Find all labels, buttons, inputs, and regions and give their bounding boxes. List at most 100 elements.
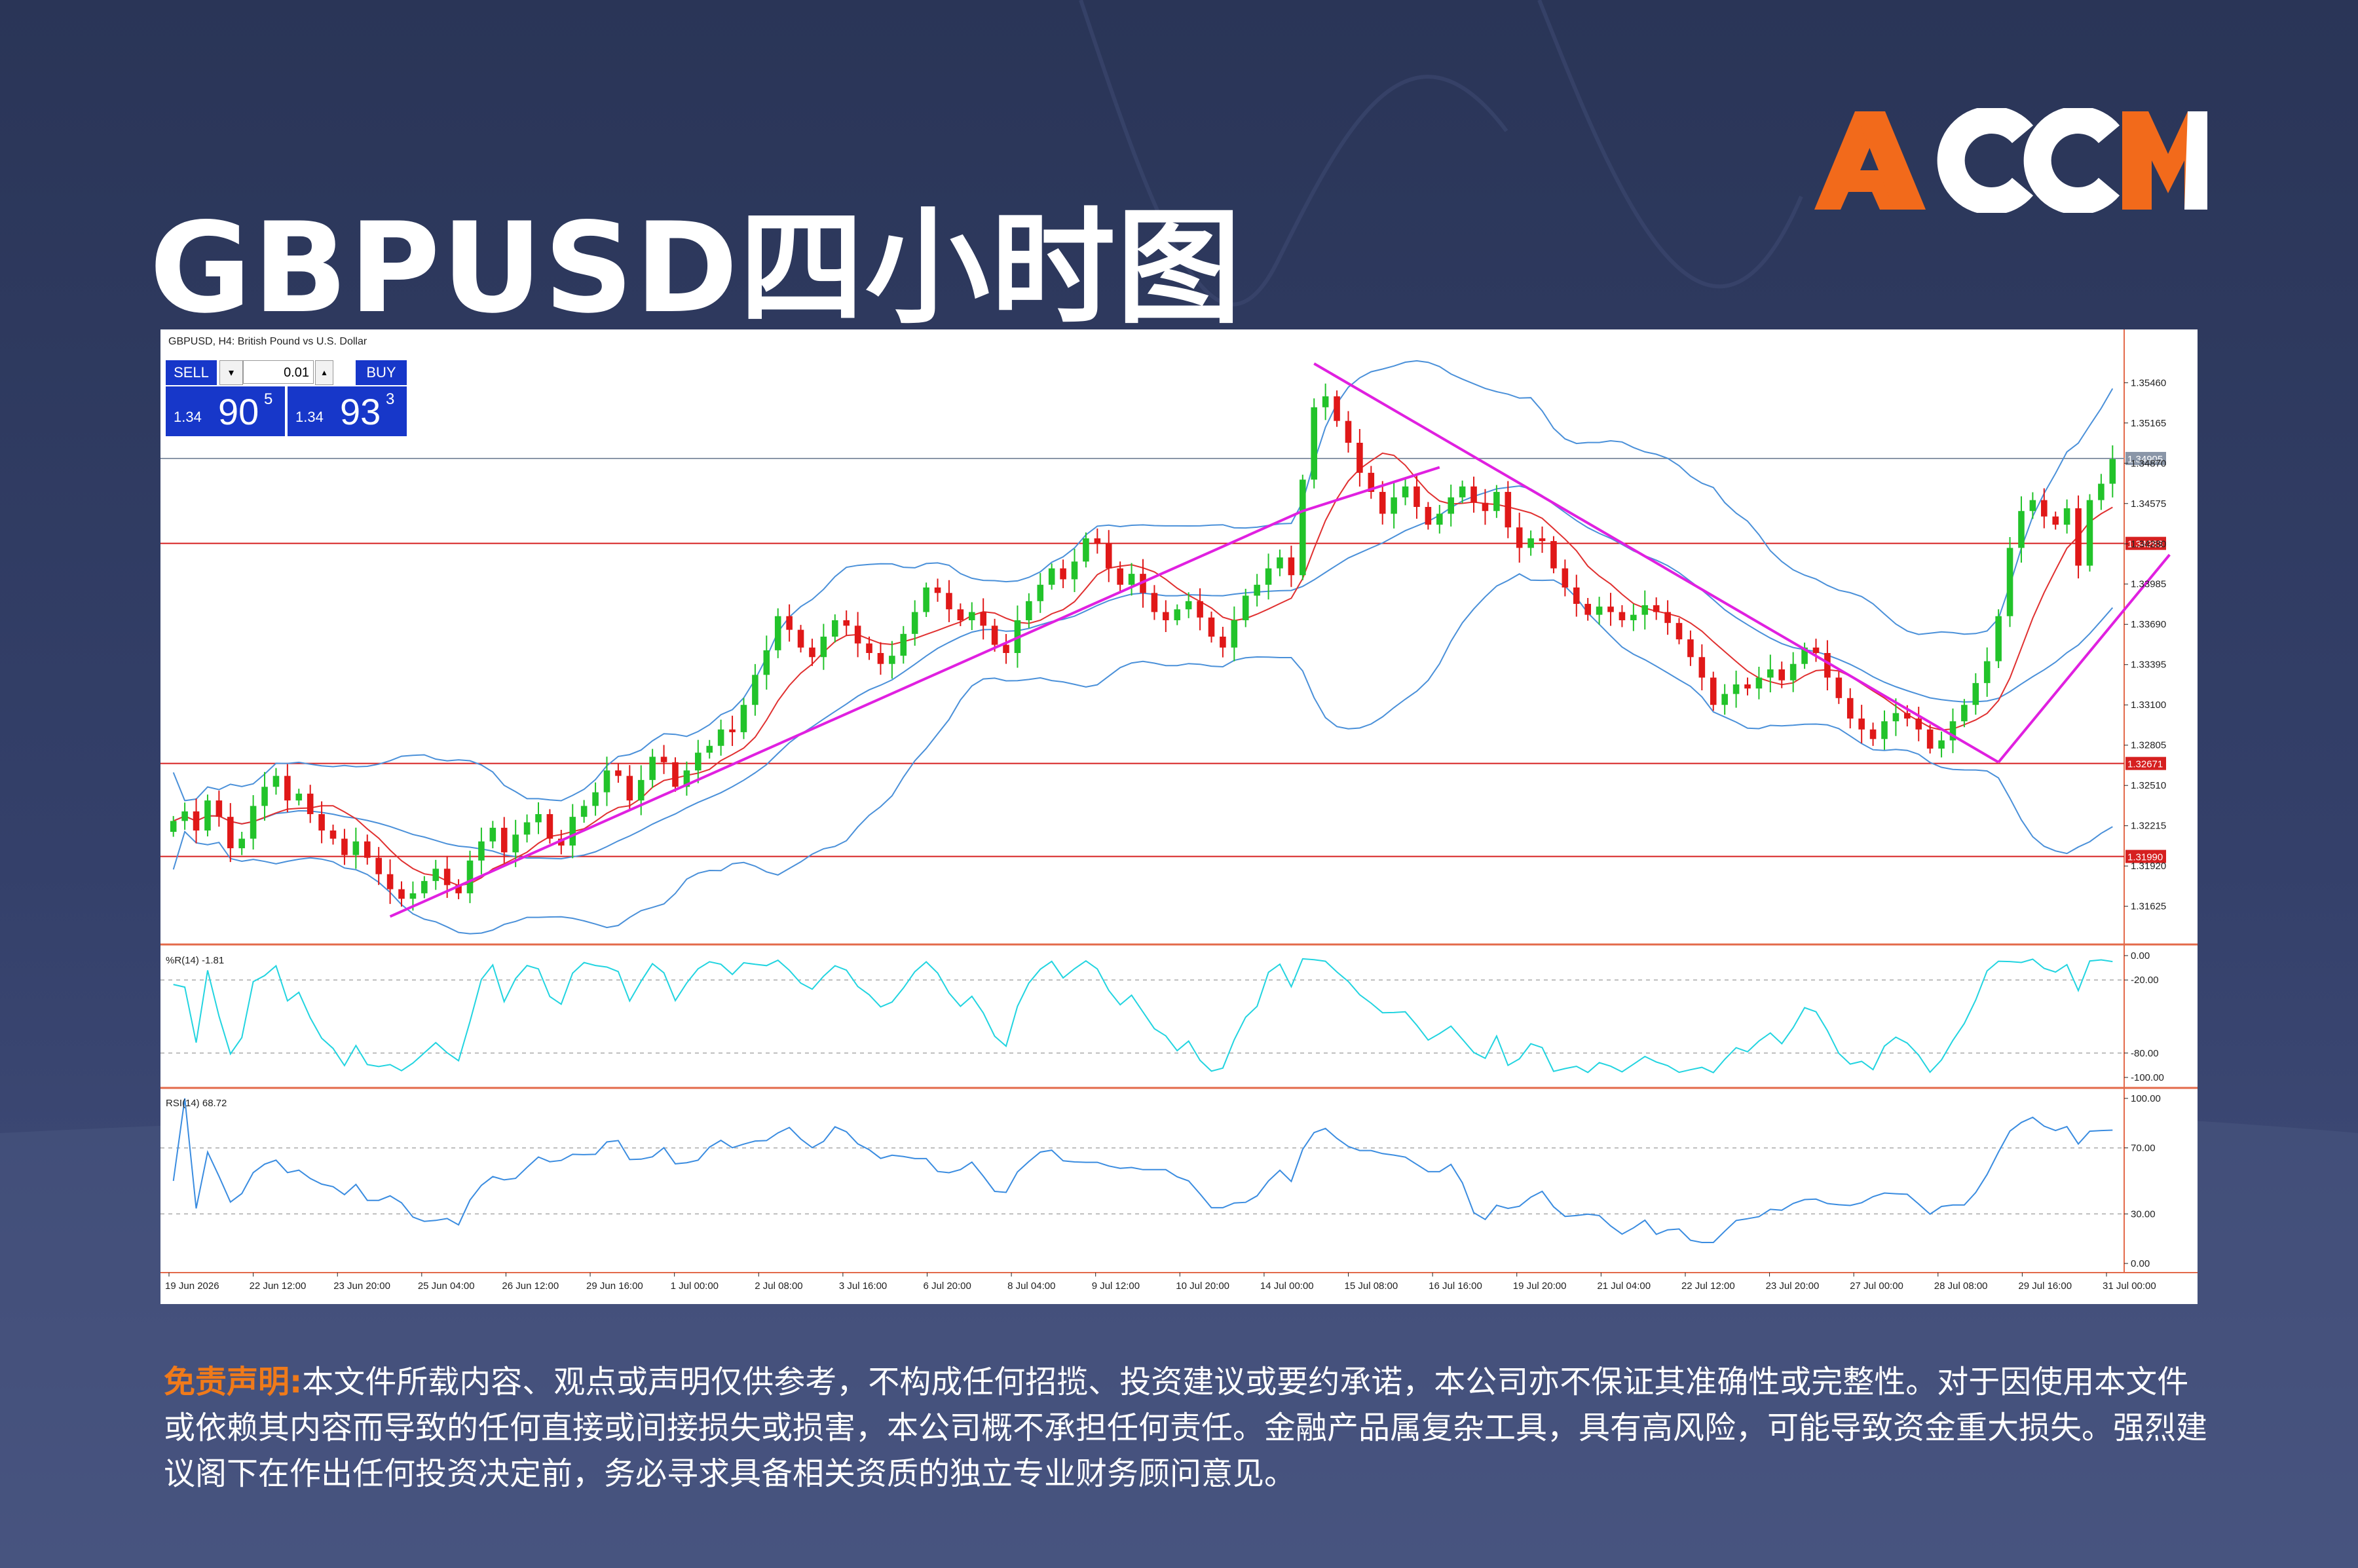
price-tick-label: 1.31920 [2131, 861, 2166, 872]
price-level-label: 1.32671 [2127, 759, 2163, 770]
candle-body [523, 822, 531, 835]
candle-body [1858, 719, 1865, 730]
candle-body [797, 629, 804, 648]
candle-body [2006, 548, 2013, 616]
time-tick-label: 6 Jul 20:00 [923, 1280, 971, 1292]
candle-body [1300, 479, 1306, 576]
candle-body [1687, 639, 1694, 658]
time-tick-label: 31 Jul 00:00 [2103, 1280, 2156, 1292]
candle-body [250, 806, 257, 839]
candle-body [1311, 407, 1318, 480]
candle-body [443, 868, 451, 886]
candle-body [1789, 663, 1797, 681]
lot-dropdown[interactable]: ▾ [219, 360, 243, 385]
candle-body [957, 609, 964, 620]
candle-body [934, 587, 941, 593]
buy-price-big: 93 [340, 391, 381, 432]
time-tick-label: 28 Jul 08:00 [1934, 1280, 1988, 1292]
candle-body [1094, 538, 1101, 544]
candle-body [272, 775, 280, 787]
candle-body [832, 620, 838, 637]
rsi-line [172, 1098, 2113, 1243]
candle-body [1995, 616, 2002, 662]
rsi-tick-label: 0.00 [2131, 1258, 2150, 1269]
williams-tick-label: -20.00 [2131, 975, 2159, 986]
candle-body [1835, 677, 1843, 698]
bollinger-upper-line [172, 360, 2114, 802]
candle-body [1379, 492, 1386, 514]
candle-body [1413, 486, 1420, 507]
candle-body [2018, 511, 2025, 548]
candle-body [2063, 508, 2070, 525]
candle-body [1562, 568, 1569, 588]
candle-body [227, 817, 234, 849]
candle-body [478, 841, 485, 861]
price-tick-label: 1.35460 [2131, 377, 2166, 388]
candle-body [889, 656, 895, 664]
candle-body [615, 770, 622, 776]
candle-body [1892, 713, 1900, 722]
chart-canvas: 1.349051.342831.326711.319901.354601.351… [160, 329, 2198, 1304]
candle-body [386, 874, 394, 889]
buy-button[interactable]: BUY [356, 360, 407, 385]
candle-body [740, 705, 747, 732]
candle-body [1060, 568, 1066, 580]
candle-body [1265, 568, 1272, 585]
lot-stepper[interactable]: ▴ [315, 360, 333, 385]
williams-r-label: %R(14) -1.81 [166, 955, 224, 966]
candle-body [1755, 677, 1763, 689]
trendline [1313, 362, 2000, 764]
sell-button[interactable]: SELL [166, 360, 217, 385]
candle-body [1459, 486, 1466, 498]
price-level-label: 1.34283 [2127, 539, 2163, 550]
candle-body [2109, 459, 2116, 484]
candle-body [774, 616, 781, 650]
sell-price-prefix: 1.34 [174, 409, 202, 425]
candle-body [352, 841, 360, 855]
candle-body [375, 857, 382, 874]
buy-price-box[interactable]: 1.34 93 3 [288, 386, 407, 436]
candle-body [204, 800, 211, 831]
candle-body [2041, 500, 2048, 517]
time-tick-label: 8 Jul 04:00 [1007, 1280, 1055, 1292]
time-tick-label: 3 Jul 16:00 [839, 1280, 887, 1292]
candle-body [1402, 486, 1409, 498]
candle-body [1231, 620, 1238, 648]
price-tick-label: 1.35165 [2131, 418, 2166, 429]
price-level-label: 1.31990 [2127, 852, 2163, 863]
candle-body [1242, 595, 1249, 620]
candle-body [1915, 719, 1922, 730]
candle-body [238, 838, 245, 849]
candle-body [1573, 587, 1580, 604]
rsi-tick-label: 100.00 [2131, 1093, 2161, 1104]
lot-size-input[interactable]: 0.01 [243, 360, 314, 384]
candle-body [1357, 443, 1363, 473]
candle-body [432, 868, 440, 882]
time-tick-label: 29 Jun 16:00 [586, 1280, 643, 1292]
time-tick-label: 27 Jul 00:00 [1850, 1280, 1903, 1292]
rsi-label: RSI(14) 68.72 [166, 1098, 227, 1109]
candle-body [170, 821, 177, 832]
sell-price-box[interactable]: 1.34 90 5 [166, 386, 285, 436]
rsi-tick-label: 70.00 [2131, 1143, 2156, 1154]
candle-body [1698, 657, 1706, 678]
candle-body [558, 838, 565, 846]
candle-body [1391, 497, 1397, 514]
price-tick-label: 1.34280 [2131, 538, 2166, 550]
candle-body [1277, 557, 1283, 569]
candle-body [1949, 721, 1956, 741]
candle-body [1926, 729, 1934, 749]
bollinger-lower-line [172, 573, 2113, 935]
candle-body [2086, 500, 2093, 566]
trendline [1997, 553, 2171, 764]
candle-body [1368, 472, 1375, 493]
candle-body [1824, 653, 1831, 678]
candle-body [307, 793, 314, 814]
candle-body [421, 881, 428, 893]
candle-body [1048, 568, 1055, 585]
buy-price-prefix: 1.34 [295, 409, 324, 425]
time-tick-label: 16 Jul 16:00 [1429, 1280, 1482, 1292]
candle-body [1527, 538, 1534, 548]
candle-body [649, 756, 656, 780]
price-level-tag [2125, 756, 2166, 770]
